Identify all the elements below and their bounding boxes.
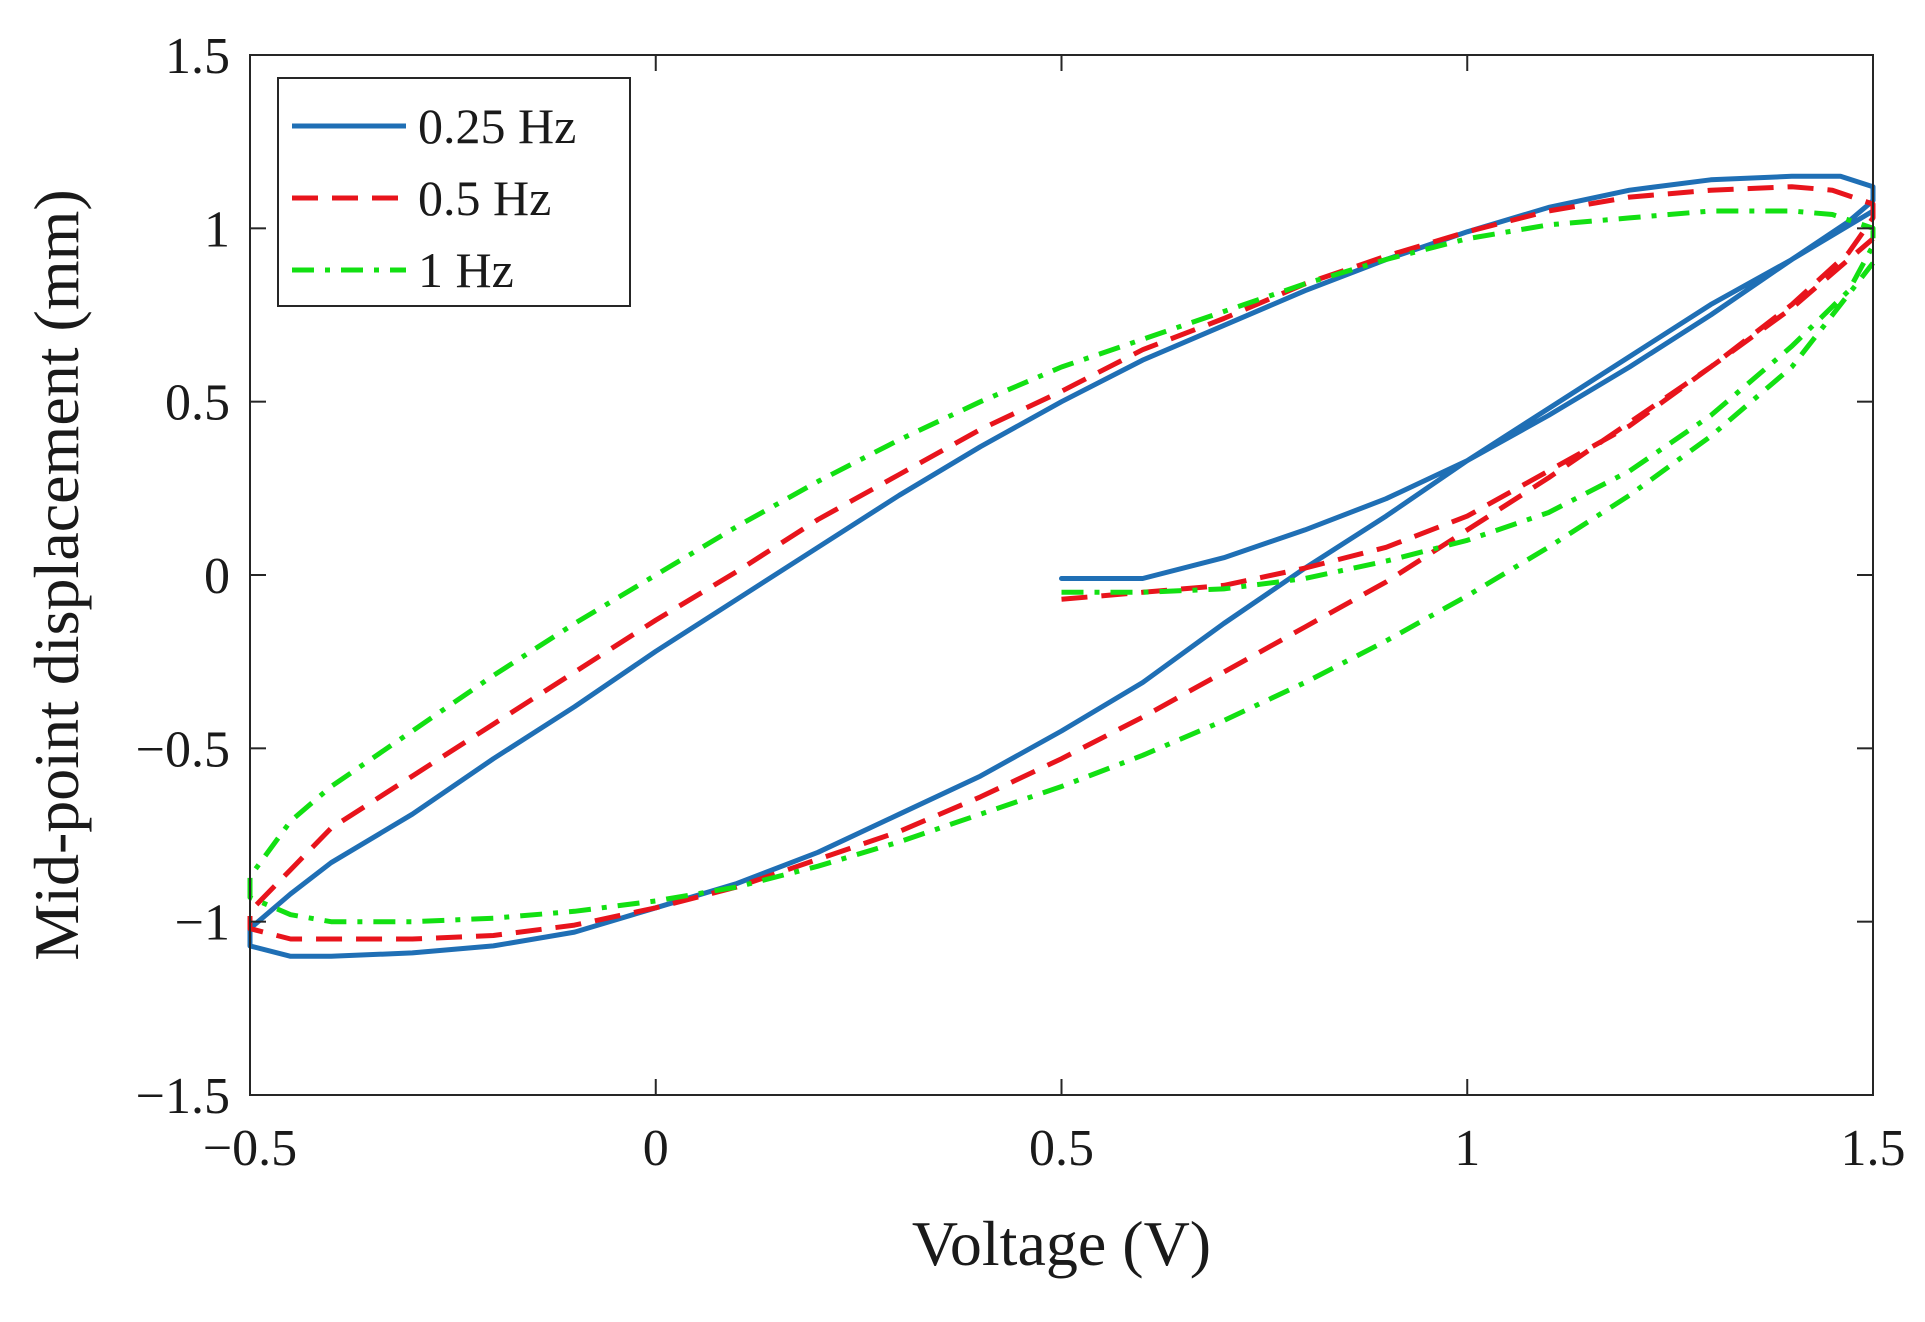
x-axis-title: Voltage (V) bbox=[912, 1208, 1211, 1279]
y-tick-label: −0.5 bbox=[136, 721, 230, 778]
x-axis-ticks: −0.5 0 0.5 1 1.5 bbox=[203, 55, 1906, 1177]
y-tick-label: 1.5 bbox=[165, 28, 230, 85]
x-tick-label: 1 bbox=[1454, 1120, 1480, 1177]
legend-label: 0.25 Hz bbox=[418, 98, 576, 154]
series-line-1-hz bbox=[247, 208, 1876, 925]
legend-label: 1 Hz bbox=[418, 242, 514, 298]
legend: 0.25 Hz 0.5 Hz 1 Hz bbox=[277, 77, 631, 307]
y-tick-label: 0.5 bbox=[165, 375, 230, 432]
y-tick-label: 1 bbox=[204, 201, 230, 258]
y-tick-label: 0 bbox=[204, 548, 230, 605]
x-tick-label: 0 bbox=[643, 1120, 669, 1177]
series-line-0-5-hz bbox=[247, 184, 1876, 942]
legend-label: 0.5 Hz bbox=[418, 170, 551, 226]
plot-lines bbox=[247, 173, 1876, 959]
x-tick-label: 0.5 bbox=[1029, 1120, 1094, 1177]
y-tick-label: −1 bbox=[175, 895, 230, 952]
series-line-0-25-hz bbox=[247, 173, 1876, 959]
y-axis-title: Mid-point displacement (mm) bbox=[21, 189, 92, 960]
x-tick-label: 1.5 bbox=[1841, 1120, 1906, 1177]
legend-box bbox=[277, 77, 631, 307]
x-tick-label: −0.5 bbox=[203, 1120, 297, 1177]
y-tick-label: −1.5 bbox=[136, 1068, 230, 1125]
y-axis-ticks: −1.5 −1 −0.5 0 0.5 1 1.5 bbox=[136, 28, 1873, 1125]
